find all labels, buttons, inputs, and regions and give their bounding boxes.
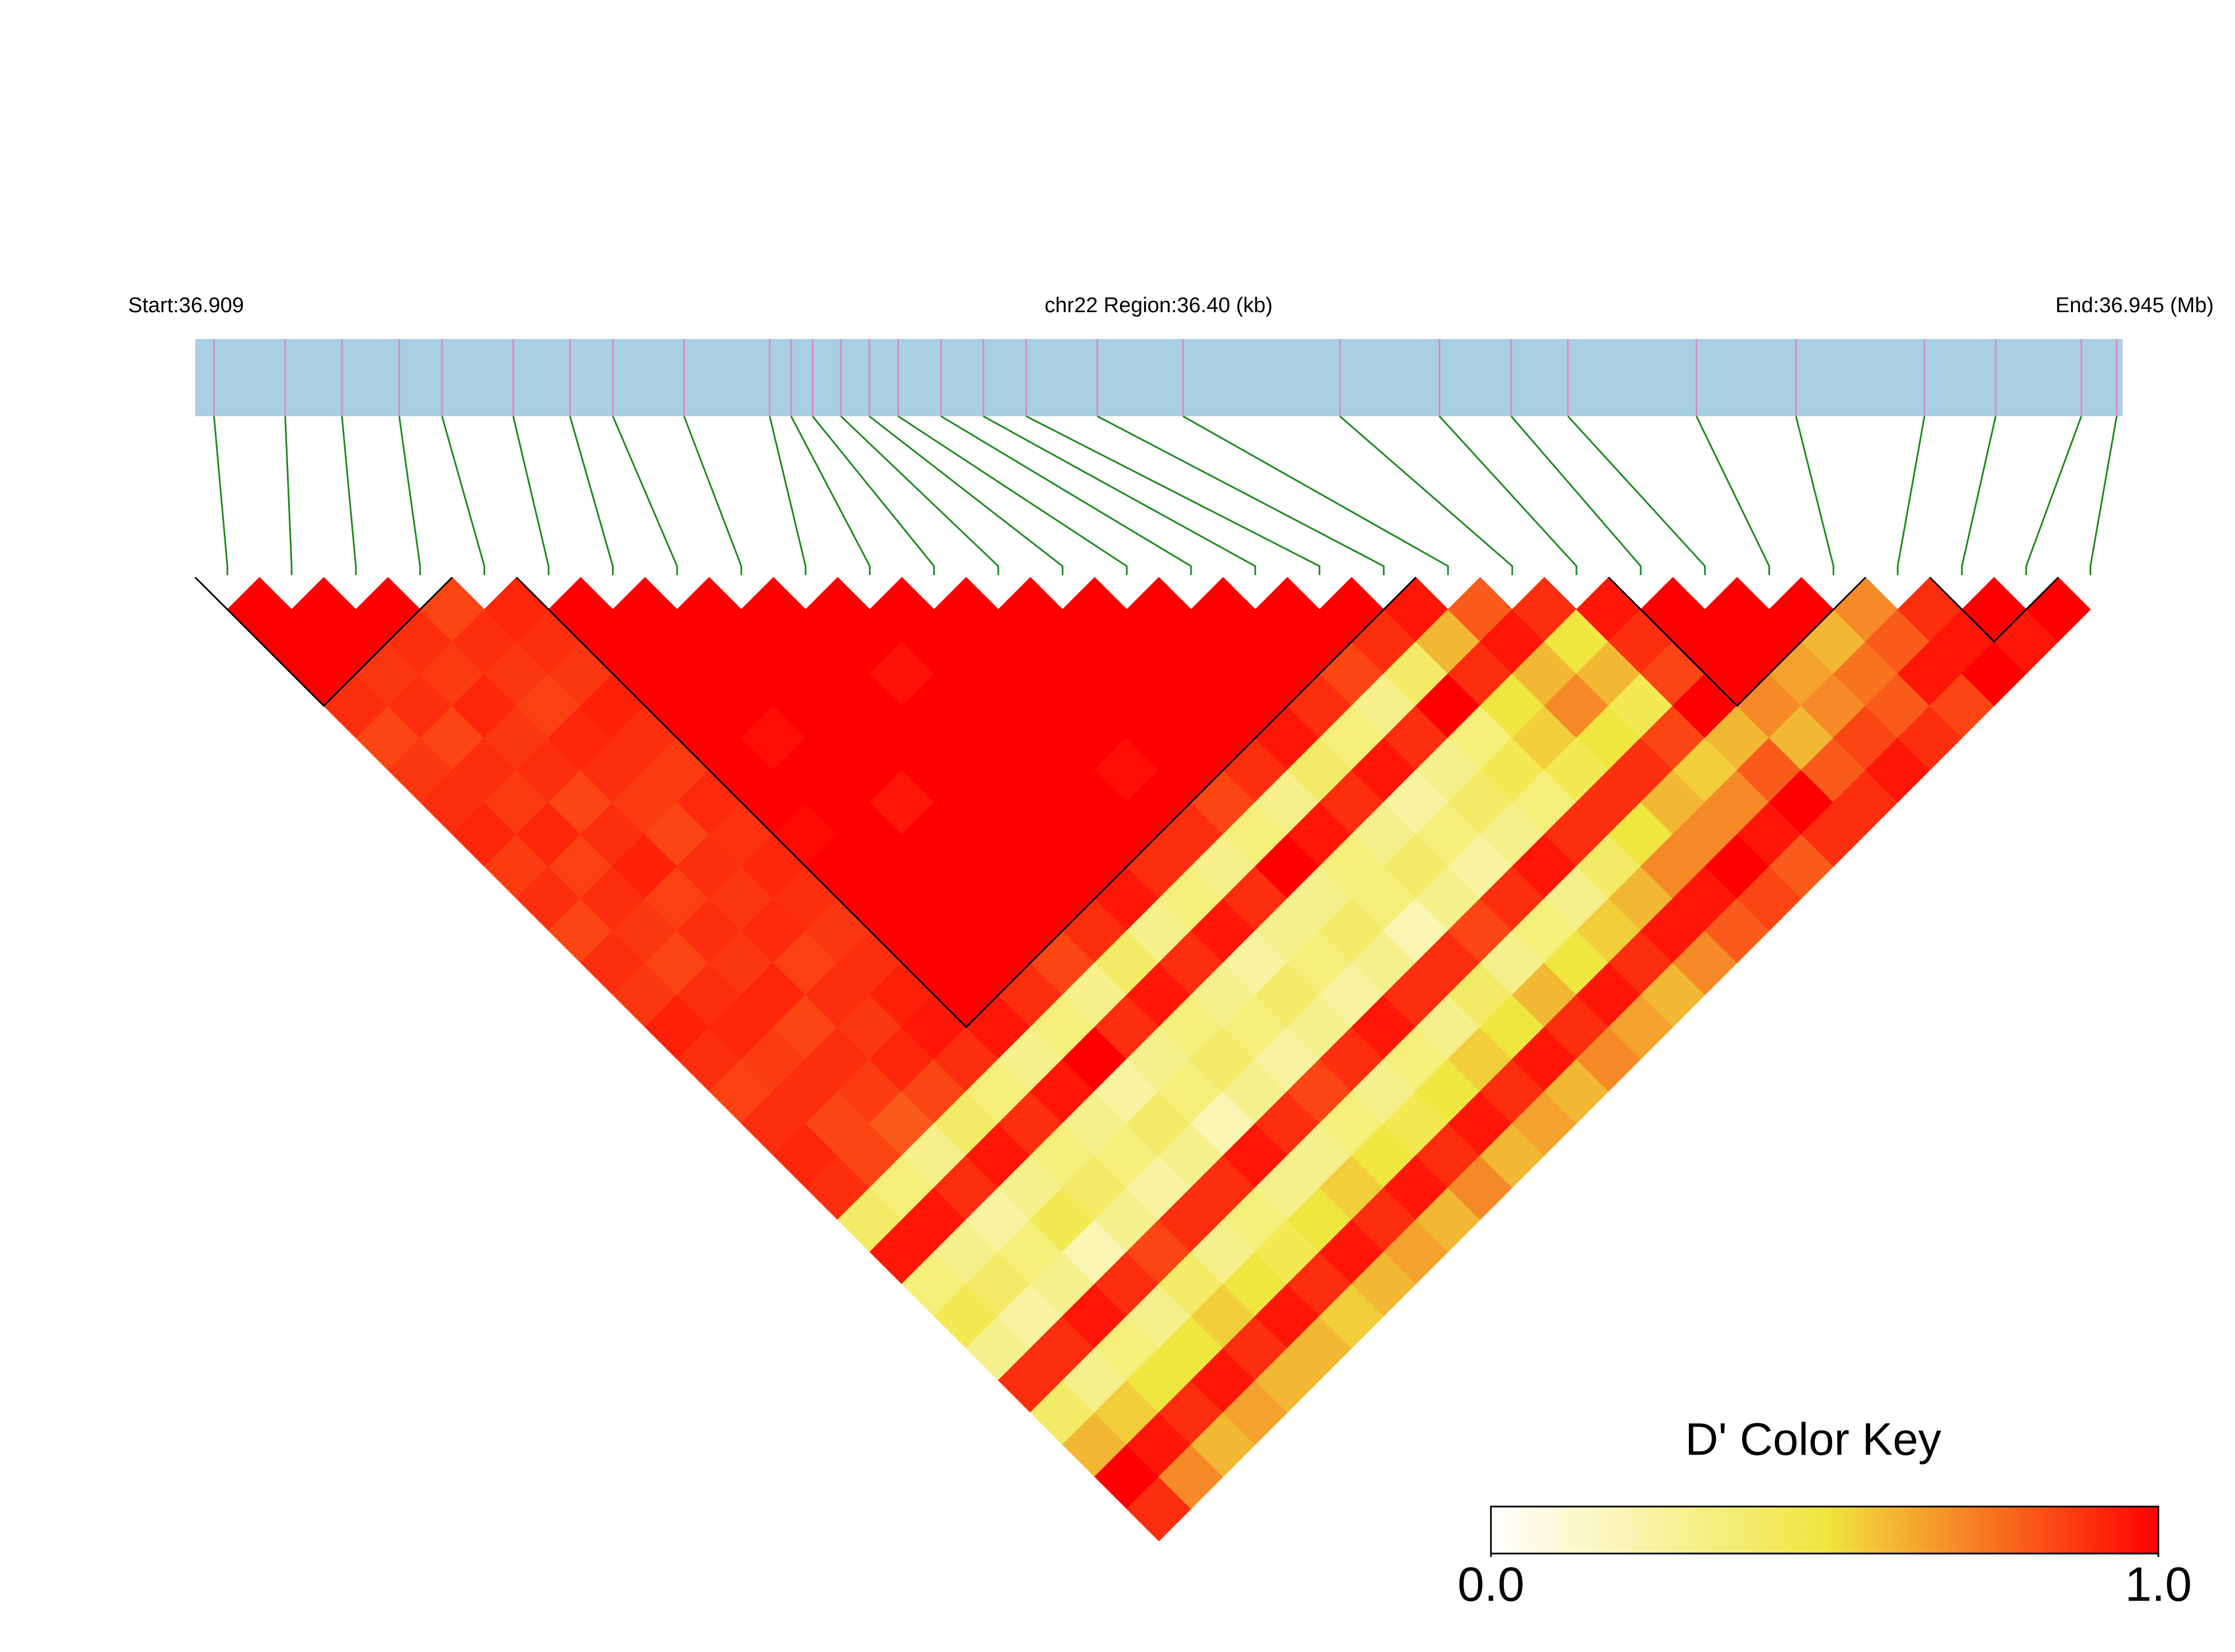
- snp-link: [1795, 416, 1834, 575]
- snp-link: [790, 416, 871, 575]
- key-title: D' Color Key: [1685, 1414, 1941, 1465]
- region-label: chr22 Region:36.40 (kb): [1044, 294, 1273, 317]
- haplotype-block: [1929, 576, 2059, 643]
- snp-link: [284, 416, 293, 575]
- snp-link: [569, 416, 614, 575]
- snp-link: [398, 416, 421, 575]
- snp-link: [2090, 416, 2118, 575]
- snp-link: [683, 416, 742, 575]
- snp-link: [812, 416, 935, 575]
- snp-link: [341, 416, 357, 575]
- haplotype-block: [516, 576, 1417, 1028]
- snp-link: [982, 415, 1257, 575]
- snp-link: [441, 416, 486, 575]
- snp-link: [512, 416, 550, 575]
- key-tick-label: 0.0: [1457, 1558, 1524, 1612]
- snp-link: [940, 415, 1192, 575]
- snp-link: [1961, 416, 1997, 575]
- color-key: [1490, 1505, 2159, 1555]
- snp-link: [1897, 416, 1926, 575]
- snp-link: [1438, 415, 1578, 575]
- haplotype-block: [1608, 576, 1866, 707]
- snp-link: [213, 416, 228, 575]
- snp-link: [612, 416, 678, 575]
- snp-link: [1097, 415, 1385, 575]
- snp-link: [1511, 416, 1642, 575]
- region-bar: [195, 339, 2123, 416]
- snp-link: [840, 415, 999, 575]
- snp-link: [897, 415, 1128, 575]
- snp-link: [769, 416, 807, 575]
- start-label: Start:36.909: [128, 294, 244, 317]
- end-label: End:36.945 (Mb): [2055, 294, 2214, 317]
- snp-link: [1339, 415, 1513, 575]
- snp-link: [1695, 416, 1770, 575]
- snp-link: [1025, 415, 1321, 575]
- snp-link: [1567, 415, 1706, 575]
- key-tick-label: 1.0: [2125, 1558, 2192, 1612]
- snp-link: [868, 415, 1064, 575]
- snp-link: [2025, 416, 2082, 575]
- snp-link: [1182, 415, 1449, 575]
- haplotype-block: [194, 576, 453, 707]
